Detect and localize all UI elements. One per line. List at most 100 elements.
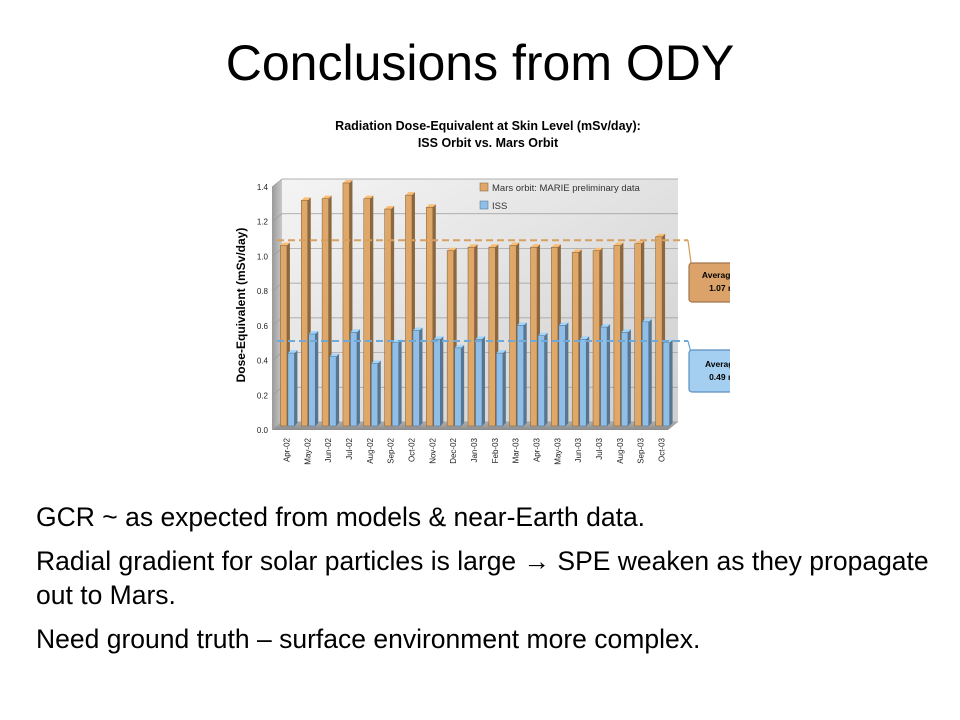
bar-side [377,360,381,426]
bar-iss [662,342,670,427]
bar-top [642,318,652,322]
bar-top [412,327,423,331]
bar-top [342,180,353,183]
bar-mars [321,198,329,427]
bar-side [294,350,298,426]
bar-mars [592,250,600,427]
y-tick-label: 1.2 [257,218,269,227]
bar-mars [446,250,454,427]
bar-iss [537,335,545,427]
bar-iss [641,321,649,427]
bar-top [517,322,527,326]
bar-mars [301,200,309,427]
bar-top [613,242,624,246]
annotation-mars-box [688,262,730,303]
chart-subtitle: ISS Orbit vs. Mars Orbit [418,136,559,150]
bar-top [433,336,444,340]
bar-top [426,204,436,208]
bar-mars [571,252,579,427]
gridline-side [271,178,283,188]
bar-top [322,195,332,199]
x-tick-label: Nov-02 [428,437,437,463]
bar-top [308,331,319,335]
bar-mars [342,182,350,427]
x-tick-label: Jan-03 [470,437,479,462]
x-tick-label: Jun-02 [324,437,333,462]
annotation-iss-line1: Average at ISS: [705,359,730,369]
bar-mars [488,246,496,427]
bar-iss [496,352,504,427]
bar-top [572,249,582,253]
bar-mars [426,207,434,427]
bar-top [384,206,395,210]
annotation-mars-line1: Average at Mars: [702,270,730,280]
bar-top [600,324,611,328]
slide-title: Conclusions from ODY [225,35,735,91]
bar-top [551,244,561,248]
x-tick-label: Aug-03 [616,437,625,463]
x-tick-label: Oct-02 [407,437,416,462]
x-tick-label: Apr-02 [282,437,291,462]
legend-swatch-iss [479,200,489,210]
bar-top [301,197,311,201]
bar-top [655,233,666,237]
bullet-gcr: GCR ~ as expected from models & near-Ear… [36,502,646,532]
bar-top [496,350,506,354]
x-tick-label: Sep-03 [637,437,646,463]
bar-iss [287,352,295,427]
x-tick-label: Feb-03 [491,437,500,463]
bar-mars [384,208,392,427]
bar-iss [558,325,566,427]
y-tick-label: 0.4 [257,357,269,366]
bar-side [461,344,465,426]
bar-iss [475,338,483,427]
bar-iss [600,326,608,427]
bar-iss [621,332,629,427]
legend-swatch-mars [479,182,489,192]
y-tick-label: 0.6 [257,322,269,331]
bar-side [586,336,590,426]
bar-iss [308,333,316,427]
bar-side [648,318,652,426]
x-tick-label: May-02 [303,437,312,464]
bar-top [280,242,290,246]
bar-side [669,339,673,426]
bar-side [336,353,340,426]
annotation-iss-box [688,349,730,393]
bar-top [634,240,645,244]
x-tick-label: Dec-02 [449,437,458,463]
y-axis-label: Dose-Equivalent (mSv/day) [234,228,248,383]
bar-iss [412,330,420,427]
bar-side [565,322,569,426]
bar-mars [530,246,538,427]
bar-top [579,336,590,340]
bullet-radial-gradient: Radial gradient for solar particles is l… [36,546,929,610]
bar-side [627,329,631,426]
bullet-list: GCR ~ as expected from models & near-Ear… [36,500,946,666]
bar-iss [433,338,441,427]
bar-mars [613,245,621,427]
bar-mars [467,246,475,427]
bar-side [440,336,444,426]
x-tick-label: Jul-03 [595,437,604,459]
bar-mars [655,236,663,427]
bar-top [454,344,465,348]
x-tick-label: May-03 [553,437,562,464]
bar-top [558,322,569,326]
bar-top [538,332,548,336]
bar-mars [634,243,642,427]
bar-iss [329,356,337,427]
bar-mars [280,245,288,427]
bar-top [447,247,457,251]
bar-side [607,324,611,426]
x-tick-label: Jul-02 [345,437,354,459]
bar-side [482,336,485,426]
bar-side [523,322,527,426]
x-tick-label: Oct-03 [658,437,667,462]
annotation-iss-line2: 0.49 mSv/day [709,372,730,382]
legend-label-mars: Mars orbit: MARIE preliminary data [492,183,641,194]
chart: Radiation Dose-Equivalent at Skin Level … [234,119,730,465]
annotation-mars-line2: 1.07 mSv/day [709,283,730,293]
bar-top [287,350,298,354]
bar-iss [516,325,524,427]
